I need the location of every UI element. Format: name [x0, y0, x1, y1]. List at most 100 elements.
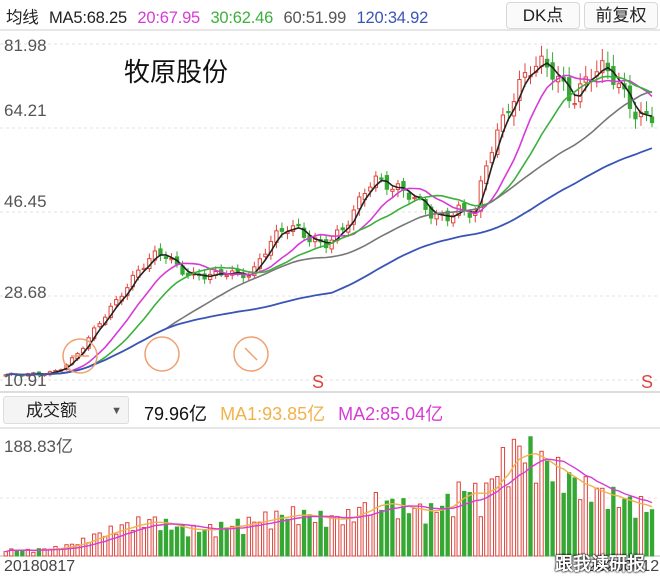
watermark: 跟我读研报 [555, 554, 645, 574]
volume-bar [114, 533, 119, 557]
price-tick-label: 64.21 [4, 101, 47, 120]
stock-name: 牧原股份 [124, 57, 229, 87]
volume-bar [103, 535, 108, 557]
volume-bar [368, 514, 373, 557]
volume-bar [395, 518, 401, 557]
price-tick-label: 81.98 [4, 36, 47, 55]
candle-body [263, 253, 268, 258]
candle-body [163, 256, 169, 259]
volume-bar [478, 516, 483, 557]
volume-bar [495, 475, 500, 557]
volume-bar [511, 438, 517, 557]
volume-bar [462, 491, 467, 557]
volume-bar [108, 525, 113, 557]
candle-body [373, 175, 379, 189]
volume-bar [36, 548, 42, 557]
sell-signal-mark: S [312, 372, 324, 392]
volume-bar [600, 487, 605, 557]
volume-bar [329, 515, 334, 557]
volume-bar [31, 551, 36, 557]
candle-body [451, 215, 456, 224]
candle-body [600, 60, 605, 74]
volume-bar [235, 518, 240, 557]
volume-bar [58, 548, 64, 557]
dk-signal-circle [144, 336, 180, 372]
volume-bar [351, 521, 356, 557]
volume-bar [649, 509, 655, 557]
ma30-value: 30:62.46 [210, 9, 274, 27]
volume-bar [467, 492, 472, 557]
volume-bar [417, 503, 423, 557]
volume-bar [594, 487, 599, 557]
volume-bar [97, 532, 102, 557]
dk-point-button[interactable]: DK点 [506, 2, 580, 29]
candle-body [616, 83, 622, 89]
candle-body [412, 196, 417, 200]
volume-bar [500, 446, 506, 557]
candle-body [550, 62, 555, 80]
volume-bar [279, 514, 285, 557]
volume-bar [169, 529, 174, 557]
volume-bar [456, 481, 461, 557]
volume-bar [544, 460, 550, 557]
volume-bar [191, 524, 196, 557]
candle-body [97, 323, 102, 328]
volume-bar [125, 522, 130, 557]
candle-body [572, 102, 577, 106]
volume-bar [384, 500, 390, 557]
ma5-line [5, 62, 653, 376]
volume-indicator-select[interactable]: 成交额 ▼ [3, 396, 129, 424]
ma-legend: 均线 MA5:68.25 20:67.95 30:62.46 60:51.99 … [6, 4, 434, 28]
volume-bar [605, 508, 610, 557]
volume-bar [484, 482, 489, 557]
chevron-down-icon: ▼ [111, 405, 122, 417]
candle-body [323, 239, 329, 249]
volume-bar [627, 496, 633, 557]
volume-bar [86, 542, 91, 557]
volume-bar [147, 519, 152, 557]
volume-bar [622, 498, 627, 557]
volume-bar [119, 524, 124, 557]
volume-ma2-line [5, 458, 653, 553]
volume-bar [561, 492, 566, 557]
volume-bar [230, 525, 235, 557]
volume-bar [69, 543, 75, 557]
volume-bar [241, 533, 246, 557]
volume-bar [439, 505, 445, 557]
volume-bar [141, 527, 147, 557]
candle-body [467, 212, 472, 218]
volume-max-label: 188.83亿 [4, 437, 73, 456]
volume-bar [517, 445, 522, 557]
ma20-value: 20:67.95 [137, 9, 201, 27]
volume-bar [53, 545, 58, 557]
volume-bar [3, 551, 8, 557]
volume-bar [567, 472, 572, 557]
volume-bar [423, 523, 428, 557]
volume-bar [152, 516, 158, 557]
volume-bar [301, 509, 307, 557]
volume-bar [252, 521, 257, 557]
volume-bar [362, 502, 367, 557]
adjust-mode-button[interactable]: 前复权 [584, 2, 658, 29]
dk-signal-circle [233, 336, 269, 372]
ma20-line [5, 74, 653, 376]
price-tick-label: 46.45 [4, 192, 47, 211]
volume-bar [533, 482, 539, 557]
volume-bar [268, 528, 274, 557]
volume-bar [64, 544, 69, 557]
volume-bar [434, 511, 439, 557]
candle-body [517, 79, 522, 101]
volume-bar [572, 477, 577, 557]
candle-body [489, 152, 495, 164]
ma-label: 均线 [6, 9, 39, 27]
volume-bar [263, 511, 268, 557]
volume-bar [555, 456, 561, 557]
volume-bar [539, 450, 544, 557]
candle-body [368, 186, 373, 192]
volume-bar [390, 498, 395, 557]
volume-bar [550, 481, 555, 557]
volume-bar [318, 510, 323, 557]
ma-legend-bar: 均线 MA5:68.25 20:67.95 30:62.46 60:51.99 … [0, 0, 660, 30]
candle-body [114, 299, 119, 306]
